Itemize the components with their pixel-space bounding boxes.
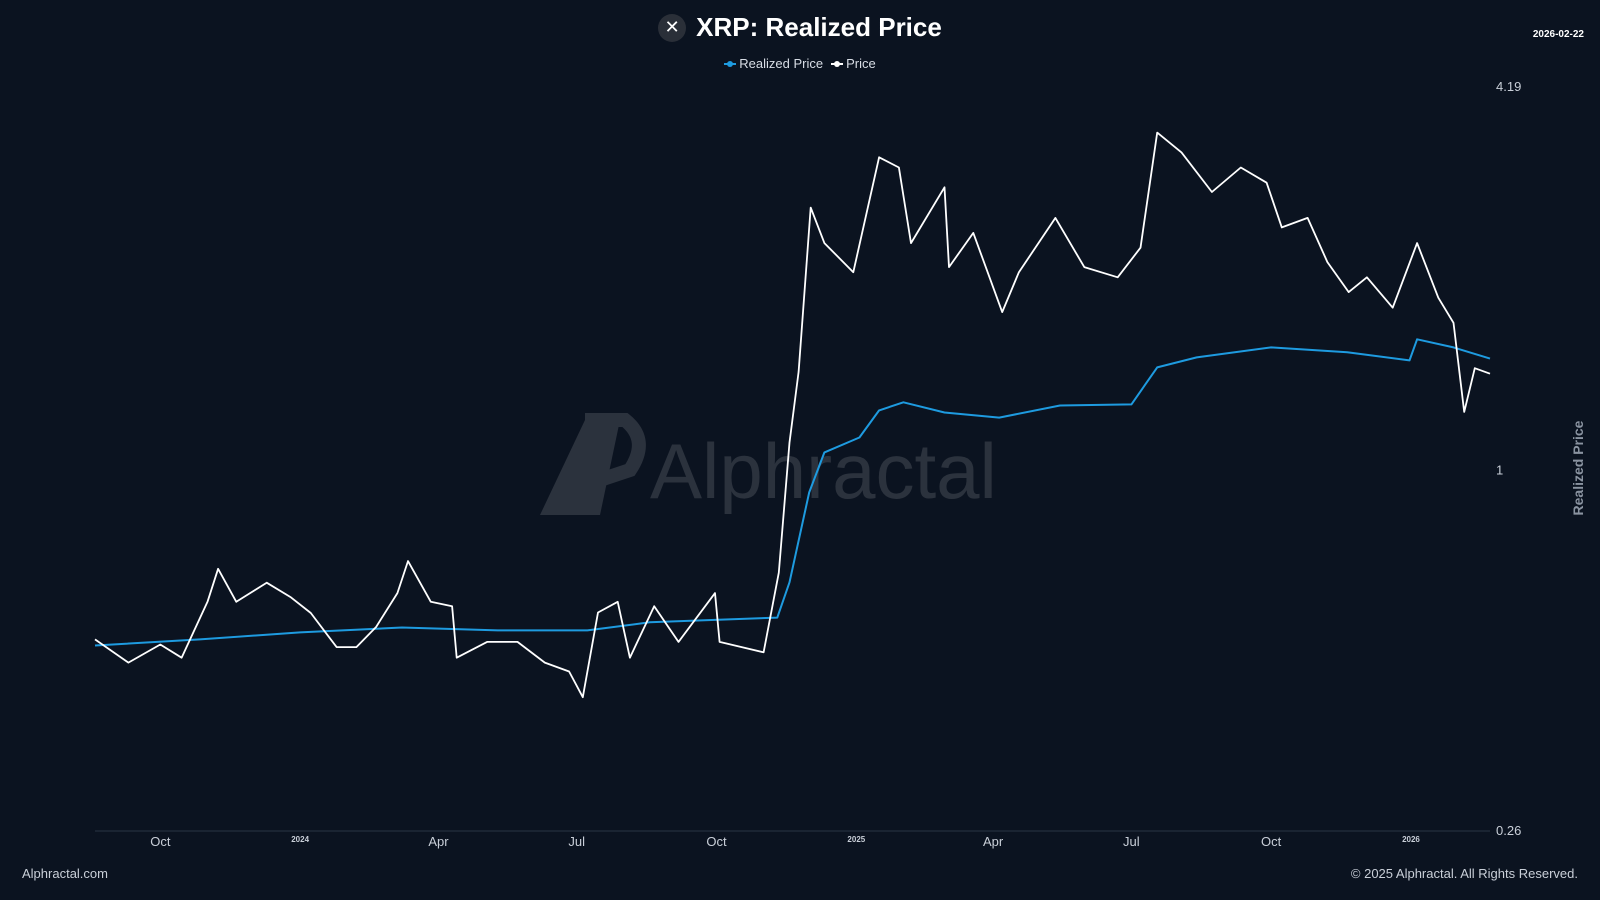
x-tick-label: Oct — [150, 834, 171, 849]
legend-label: Realized Price — [739, 56, 824, 71]
x-tick-label: Jul — [1123, 834, 1140, 849]
x-tick-label: 2024 — [291, 835, 309, 844]
legend-swatch — [724, 60, 737, 67]
legend: Realized Price Price — [0, 56, 1600, 71]
y-tick-label: 0.26 — [1496, 823, 1521, 838]
watermark: Alphractal — [540, 413, 997, 515]
x-tick-label: 2026 — [1402, 835, 1420, 844]
footer-copyright: © 2025 Alphractal. All Rights Reserved. — [1350, 866, 1578, 881]
legend-item-realized-price[interactable]: Realized Price — [724, 56, 823, 71]
watermark-text: Alphractal — [650, 427, 997, 515]
x-tick-label: Apr — [983, 834, 1004, 849]
legend-swatch — [831, 60, 844, 67]
y-tick-label: 1 — [1496, 462, 1503, 477]
date-label: 2026-02-22 — [1532, 29, 1584, 40]
xrp-icon: ✕ — [658, 13, 687, 42]
x-tick-label: Jul — [568, 834, 585, 849]
legend-item-price[interactable]: Price — [831, 56, 876, 71]
title-text: XRP: Realized Price — [696, 12, 942, 42]
legend-label: Price — [846, 56, 876, 71]
x-tick-label: Oct — [706, 834, 727, 849]
x-tick-label: Apr — [428, 834, 449, 849]
watermark-logo-arc — [585, 413, 646, 487]
x-tick-label: Oct — [1261, 834, 1282, 849]
series-line-price — [94, 131, 1491, 699]
chart-title: ✕ XRP: Realized Price — [0, 12, 1600, 43]
watermark-logo — [540, 420, 620, 515]
series-line-realized-price — [94, 338, 1491, 647]
footer-site: Alphractal.com — [22, 866, 108, 881]
y-tick-label: 4.19 — [1496, 79, 1521, 94]
x-tick-label: 2025 — [847, 835, 865, 844]
